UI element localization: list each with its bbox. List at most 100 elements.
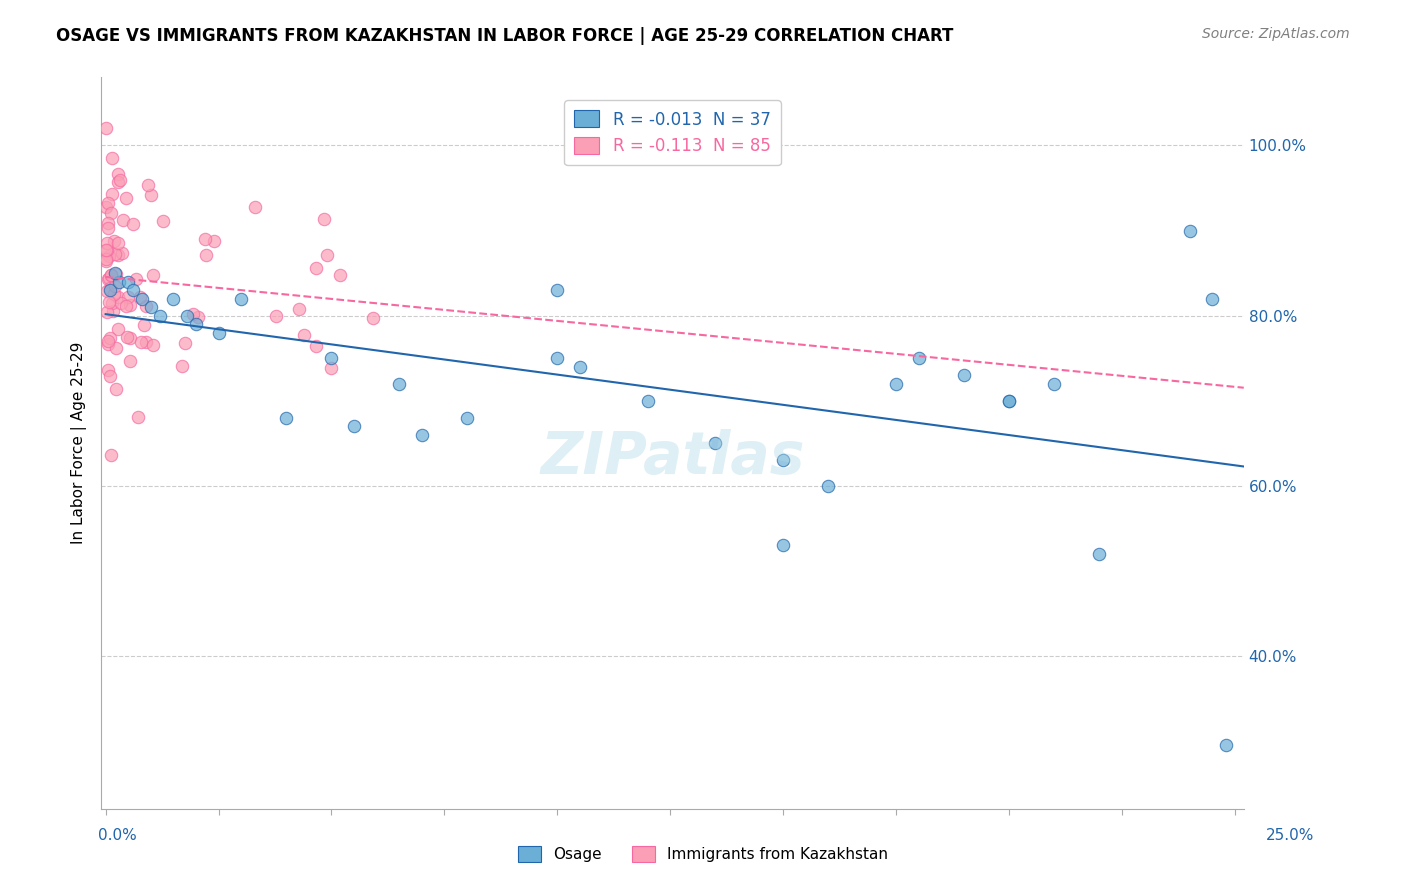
Point <box>122 217 145 231</box>
Point <box>107 235 129 250</box>
Point <box>96 254 118 268</box>
Point <box>907 351 929 366</box>
Point <box>97 271 120 285</box>
Point <box>96 243 118 257</box>
Point <box>97 220 120 235</box>
Point <box>704 436 727 450</box>
Point <box>772 453 794 467</box>
Point <box>456 410 478 425</box>
Point <box>329 268 352 282</box>
Text: 25.0%: 25.0% <box>1267 828 1315 843</box>
Point <box>115 330 138 344</box>
Point <box>97 249 120 263</box>
Point <box>998 393 1021 408</box>
Point <box>184 317 207 331</box>
Point <box>100 268 122 283</box>
Point <box>96 200 118 214</box>
Point <box>131 292 153 306</box>
Point <box>1201 292 1223 306</box>
Point <box>100 205 122 219</box>
Point <box>202 234 225 248</box>
Point <box>149 309 172 323</box>
Point <box>97 334 120 348</box>
Point <box>135 334 157 349</box>
Point <box>132 318 155 332</box>
Point <box>97 195 120 210</box>
Text: Source: ZipAtlas.com: Source: ZipAtlas.com <box>1202 27 1350 41</box>
Point <box>96 235 118 250</box>
Point <box>243 200 266 214</box>
Point <box>104 246 127 260</box>
Legend: Osage, Immigrants from Kazakhstan: Osage, Immigrants from Kazakhstan <box>513 841 893 866</box>
Point <box>101 186 124 201</box>
Point <box>321 351 343 366</box>
Point <box>103 234 125 248</box>
Point <box>115 299 138 313</box>
Point <box>568 359 591 374</box>
Point <box>97 270 120 285</box>
Point <box>97 337 120 351</box>
Point <box>1088 547 1111 561</box>
Point <box>952 368 974 383</box>
Point <box>96 243 118 257</box>
Point <box>117 275 139 289</box>
Point <box>194 248 217 262</box>
Point <box>96 305 118 319</box>
Point <box>110 296 132 310</box>
Point <box>107 289 129 303</box>
Point <box>312 212 335 227</box>
Point <box>141 188 163 202</box>
Point <box>388 376 411 391</box>
Legend: R = -0.013  N = 37, R = -0.113  N = 85: R = -0.013 N = 37, R = -0.113 N = 85 <box>564 101 780 165</box>
Point <box>231 292 253 306</box>
Point <box>135 299 157 313</box>
Point <box>108 275 131 289</box>
Point <box>103 304 125 318</box>
Point <box>637 393 659 408</box>
Point <box>98 281 121 295</box>
Point <box>98 368 121 383</box>
Point <box>343 419 366 434</box>
Point <box>127 409 149 424</box>
Point <box>104 382 127 396</box>
Point <box>97 363 120 377</box>
Point <box>110 173 132 187</box>
Point <box>98 283 121 297</box>
Point <box>125 271 148 285</box>
Point <box>121 283 143 297</box>
Y-axis label: In Labor Force | Age 25-29: In Labor Force | Age 25-29 <box>72 342 87 544</box>
Point <box>107 248 129 262</box>
Point <box>287 301 309 316</box>
Point <box>100 448 122 462</box>
Point <box>107 167 129 181</box>
Point <box>411 427 433 442</box>
Point <box>105 341 128 355</box>
Text: 0.0%: 0.0% <box>98 828 138 843</box>
Point <box>1043 376 1066 391</box>
Point <box>98 331 121 345</box>
Point <box>142 268 165 282</box>
Point <box>172 359 194 373</box>
Point <box>194 232 217 246</box>
Point <box>101 296 124 310</box>
Point <box>94 252 117 266</box>
Point <box>104 267 127 281</box>
Point <box>207 326 229 340</box>
Point <box>264 309 287 323</box>
Point <box>117 290 139 304</box>
Point <box>107 175 129 189</box>
Point <box>94 121 117 136</box>
Point <box>546 351 568 366</box>
Text: ZIPatlas: ZIPatlas <box>540 429 804 486</box>
Point <box>998 393 1021 408</box>
Point <box>305 261 328 276</box>
Point <box>142 337 165 351</box>
Point <box>817 479 839 493</box>
Text: OSAGE VS IMMIGRANTS FROM KAZAKHSTAN IN LABOR FORCE | AGE 25-29 CORRELATION CHART: OSAGE VS IMMIGRANTS FROM KAZAKHSTAN IN L… <box>56 27 953 45</box>
Point <box>305 339 328 353</box>
Point <box>176 309 198 323</box>
Point <box>1178 223 1201 237</box>
Point <box>129 334 152 349</box>
Point <box>181 307 204 321</box>
Point <box>276 410 298 425</box>
